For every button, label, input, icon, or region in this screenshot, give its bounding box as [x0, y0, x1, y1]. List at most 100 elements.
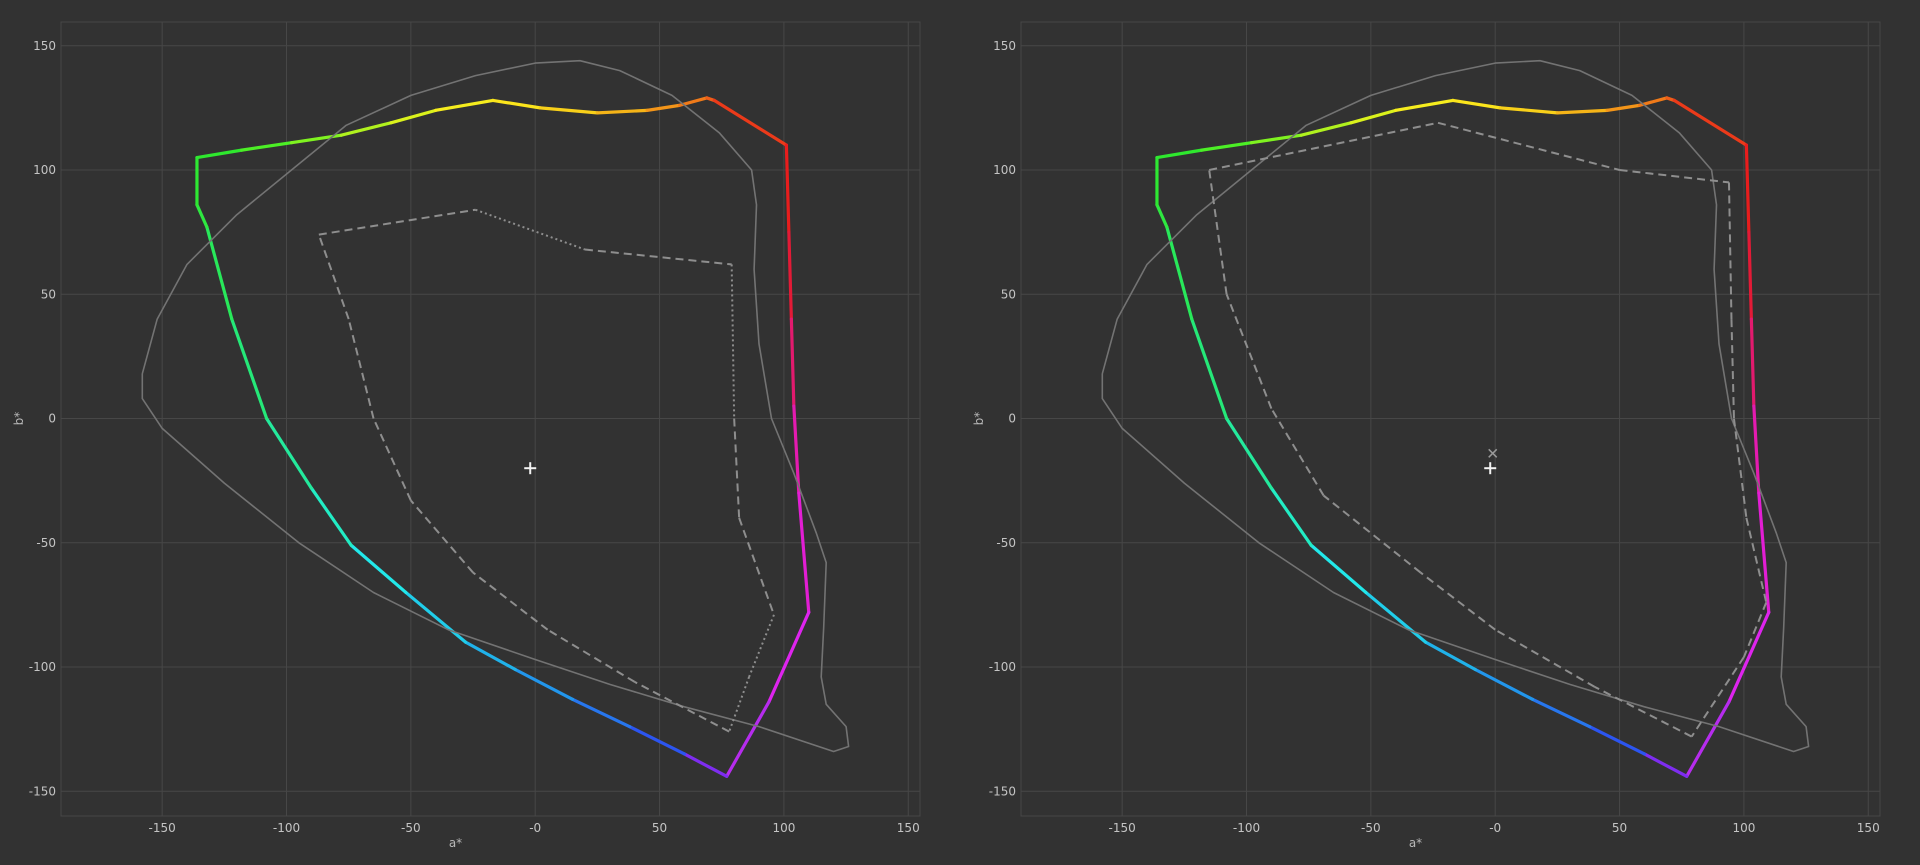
gamut-segment: [491, 98, 542, 110]
x-tick-label: 50: [652, 821, 667, 835]
gamut-segment: [1364, 590, 1428, 644]
y-tick-label: 150: [33, 39, 56, 53]
gamut-segment: [797, 491, 811, 614]
gamut-segment: [682, 752, 729, 778]
gamut-segment: [1473, 667, 1535, 701]
dashed-segment: [1742, 602, 1768, 658]
gamut-segment: [205, 225, 234, 321]
x-axis-label: a*: [1409, 836, 1422, 850]
gamut-segment: [1685, 700, 1731, 778]
gamut-segment: [725, 700, 771, 778]
gamut-segment: [1530, 697, 1592, 729]
gamut-segment: [787, 230, 793, 321]
gamut-segment: [1642, 752, 1689, 778]
y-tick-label: -100: [989, 660, 1016, 674]
dashed-segment: [1619, 169, 1730, 184]
dashed-segment: [1225, 293, 1273, 409]
y-axis-label: b*: [12, 412, 26, 426]
gamut-segment: [1588, 725, 1647, 756]
gamut-segment: [195, 148, 244, 160]
gamut-segment: [1155, 203, 1169, 229]
dashed-segment: [410, 499, 474, 574]
gamut-segment: [767, 610, 811, 704]
dashed-segment: [547, 628, 636, 683]
dashed-segment: [1690, 656, 1745, 738]
gamut-segment: [339, 121, 393, 137]
y-tick-label: -50: [996, 536, 1016, 550]
dashed-segment: [1730, 319, 1735, 419]
x-tick-label: 150: [897, 821, 920, 835]
x-tick-label: -0: [529, 821, 541, 835]
dashed-segment: [1437, 121, 1620, 171]
gamut-segment: [309, 486, 353, 547]
marker-stroke: [1488, 448, 1498, 458]
x-axis-label: a*: [449, 836, 462, 850]
dashed-segment: [317, 234, 350, 320]
x-tick-label: -100: [273, 821, 300, 835]
y-tick-label: -150: [989, 784, 1016, 798]
gamut-segment: [570, 697, 632, 729]
dashed-segment: [730, 264, 736, 419]
gamut-segment: [1309, 543, 1368, 595]
dashed-segment: [748, 614, 775, 678]
gamut-segment: [1498, 106, 1559, 115]
dashed-segment: [475, 208, 586, 251]
x-tick-label: -0: [1489, 821, 1501, 835]
gamut-segment: [1349, 108, 1398, 125]
gamut-segment: [349, 543, 408, 595]
dashed-segment: [318, 208, 476, 236]
gamut-segment: [1749, 317, 1756, 408]
y-tick-label: -150: [29, 784, 56, 798]
gamut-segment: [628, 725, 687, 756]
dashed-segment: [347, 318, 375, 419]
white-point-marker: [524, 462, 537, 475]
gamut-segment: [1747, 230, 1753, 321]
gamut-segment: [1727, 610, 1771, 704]
x-tick-label: 150: [1857, 821, 1880, 835]
target-point-marker: [1488, 448, 1498, 458]
chart-panel-right: -150 -100 -50 -0 50 100 150 150 100 50 0 -50 -100 -15…: [960, 0, 1920, 865]
white-point-marker: [1484, 462, 1497, 475]
gamut-segment: [1299, 121, 1353, 137]
gamut-segment: [789, 317, 796, 408]
dashed-segment: [1732, 418, 1748, 519]
gamut-segment: [1200, 141, 1254, 152]
y-tick-label: 100: [993, 163, 1016, 177]
x-tick-label: 50: [1612, 821, 1627, 835]
dashed-segment: [634, 681, 730, 733]
x-tick-label: -50: [401, 821, 421, 835]
y-tick-label: 150: [993, 39, 1016, 53]
y-tick-label: 100: [33, 163, 56, 177]
y-tick-label: 50: [41, 287, 56, 301]
dashed-segment: [472, 571, 549, 631]
gamut-segment: [1394, 98, 1455, 112]
gamut-chart-left: -150 -100 -50 -0 50 100 150 150 100 50 0 -50 -100 -15…: [12, 21, 921, 850]
gamut-segment: [1225, 416, 1273, 490]
gamut-segment: [195, 203, 209, 229]
gamut-segment: [513, 667, 575, 701]
x-tick-label: -150: [1109, 821, 1136, 835]
dashed-segment: [1208, 169, 1228, 295]
dashed-segment: [1270, 408, 1325, 497]
dashed-segment: [1594, 685, 1693, 738]
gamut-segment: [792, 404, 801, 495]
dashed-segment: [738, 517, 775, 616]
gamut-segment: [1269, 486, 1313, 547]
gamut-segment: [538, 106, 599, 115]
gamut-colored-series: [195, 96, 811, 778]
dashed-gamut-series: [1208, 121, 1768, 738]
gamut-segment: [1451, 98, 1502, 110]
chart-panel-left: -150 -100 -50 -0 50 100 150 150 100 50 0 -50 -100 -15…: [12, 21, 921, 850]
dashed-segment: [372, 418, 412, 501]
gamut-segment: [434, 98, 495, 112]
spectral-locus-outline: [1101, 59, 1810, 753]
gamut-segment: [784, 143, 791, 234]
y-tick-label: -50: [36, 536, 56, 550]
gamut-chart-right: -150 -100 -50 -0 50 100 150 150 100 50 0 -50 -100 -15…: [972, 21, 1881, 850]
gamut-segment: [1752, 404, 1761, 495]
dashed-segment: [584, 248, 732, 266]
dashed-segment: [1745, 517, 1768, 603]
gamut-segment: [404, 590, 468, 644]
y-axis-label: b*: [972, 412, 986, 426]
spectral-locus-outline: [141, 59, 850, 753]
